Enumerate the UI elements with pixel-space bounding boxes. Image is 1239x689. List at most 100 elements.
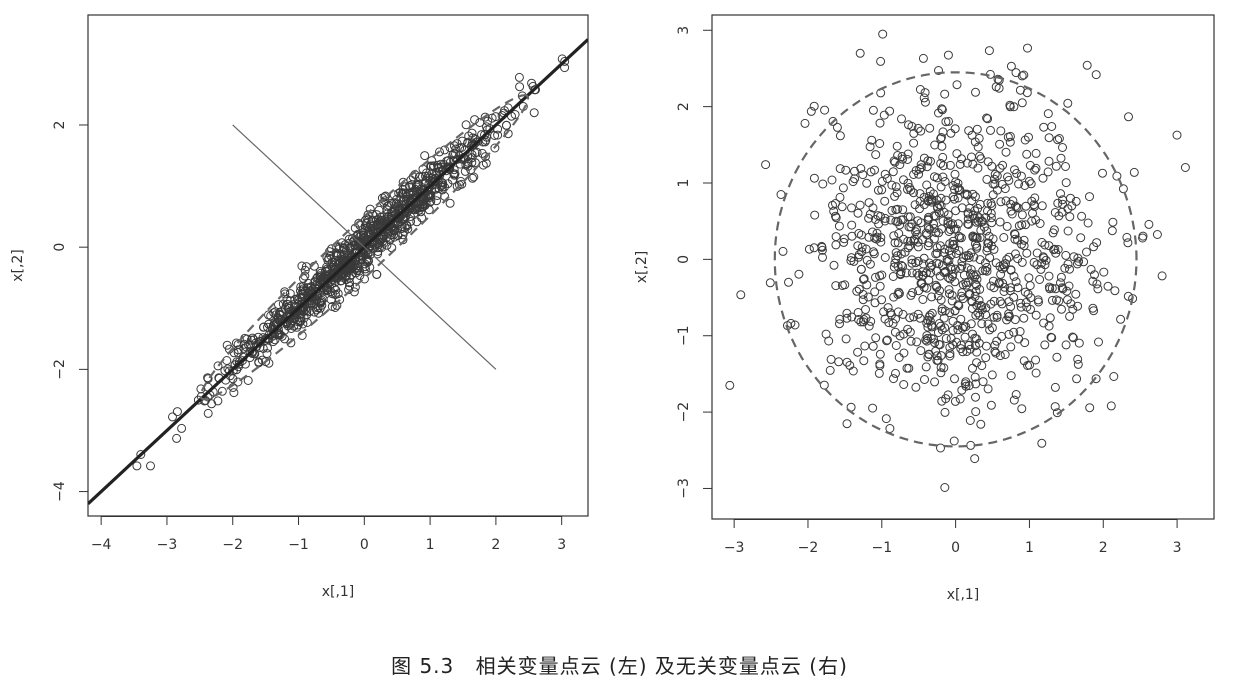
- data-point: [905, 327, 915, 337]
- data-point: [971, 270, 981, 280]
- data-point: [870, 165, 879, 175]
- data-point: [912, 230, 922, 240]
- data-point: [1016, 171, 1026, 181]
- data-point: [312, 305, 321, 315]
- data-point: [875, 118, 885, 128]
- data-point: [962, 189, 972, 199]
- data-point: [996, 197, 1006, 207]
- data-point: [936, 295, 946, 305]
- data-point: [820, 105, 830, 115]
- data-point: [357, 255, 367, 265]
- data-point: [978, 216, 988, 226]
- data-point: [923, 156, 933, 166]
- data-point: [1065, 264, 1074, 274]
- data-point: [941, 394, 951, 404]
- data-point: [939, 363, 949, 373]
- data-point: [1017, 98, 1027, 108]
- data-point: [892, 141, 902, 151]
- y-tick-label: 0: [52, 243, 68, 252]
- reference-lines: [773, 71, 1138, 448]
- data-point: [172, 433, 182, 443]
- data-point: [835, 319, 844, 329]
- data-point: [1088, 276, 1098, 286]
- data-point: [968, 232, 978, 242]
- data-point: [1028, 208, 1037, 218]
- data-point: [360, 242, 370, 252]
- data-point: [1074, 257, 1084, 266]
- data-point: [995, 351, 1005, 361]
- data-point: [1014, 179, 1024, 189]
- data-point: [938, 172, 948, 182]
- x-tick-label: 2: [491, 537, 500, 553]
- data-point: [409, 208, 419, 218]
- data-point: [970, 272, 980, 282]
- data-point: [959, 253, 968, 263]
- data-point: [949, 194, 959, 204]
- data-point: [296, 282, 306, 292]
- data-point: [923, 333, 932, 343]
- data-point: [909, 138, 919, 148]
- data-point: [837, 202, 847, 212]
- data-point: [391, 199, 401, 209]
- data-point: [132, 461, 142, 471]
- data-point: [358, 227, 368, 237]
- data-point: [990, 179, 1000, 189]
- data-point: [950, 264, 960, 274]
- data-point: [992, 336, 1002, 346]
- data-point: [369, 226, 378, 236]
- data-point: [937, 304, 947, 314]
- data-point: [1058, 199, 1068, 209]
- data-point: [1037, 237, 1047, 247]
- data-point: [810, 210, 820, 220]
- data-point: [1116, 314, 1126, 324]
- data-point: [1047, 295, 1057, 305]
- data-point: [1006, 206, 1016, 216]
- data-point: [1056, 278, 1065, 288]
- data-point: [923, 223, 933, 233]
- data-point: [855, 200, 865, 210]
- data-point: [931, 280, 941, 290]
- data-point: [994, 279, 1004, 289]
- data-point: [269, 308, 279, 318]
- data-point: [835, 131, 845, 141]
- data-point: [828, 200, 837, 210]
- data-point: [1012, 168, 1022, 178]
- data-point: [951, 177, 961, 187]
- data-point: [1001, 147, 1011, 157]
- data-point: [988, 190, 998, 200]
- data-point: [838, 183, 848, 193]
- data-point: [984, 46, 994, 56]
- data-point: [941, 117, 951, 127]
- data-point: [957, 154, 966, 164]
- data-point: [1082, 247, 1091, 257]
- data-point: [947, 290, 957, 300]
- data-point: [1037, 438, 1047, 448]
- data-point: [1010, 229, 1019, 239]
- data-point: [1031, 355, 1041, 365]
- data-point: [468, 173, 477, 183]
- data-point: [964, 340, 974, 350]
- data-point: [948, 325, 958, 335]
- data-point: [936, 443, 945, 453]
- data-point: [944, 256, 954, 266]
- data-point: [876, 233, 886, 243]
- data-point: [1039, 253, 1049, 263]
- data-point: [388, 224, 398, 234]
- data-point: [940, 483, 950, 492]
- data-point: [560, 63, 570, 73]
- data-point: [950, 124, 960, 134]
- data-point: [1057, 304, 1066, 314]
- data-point: [932, 173, 942, 183]
- data-point: [903, 149, 913, 159]
- data-point: [975, 255, 985, 265]
- data-point: [945, 349, 955, 359]
- data-point: [831, 281, 841, 291]
- data-point: [1054, 296, 1064, 306]
- data-point: [913, 309, 923, 319]
- data-point: [945, 274, 955, 284]
- data-point: [778, 246, 788, 256]
- data-point: [893, 238, 903, 248]
- data-point: [882, 174, 892, 183]
- data-point: [1013, 254, 1023, 264]
- data-point: [1058, 143, 1067, 152]
